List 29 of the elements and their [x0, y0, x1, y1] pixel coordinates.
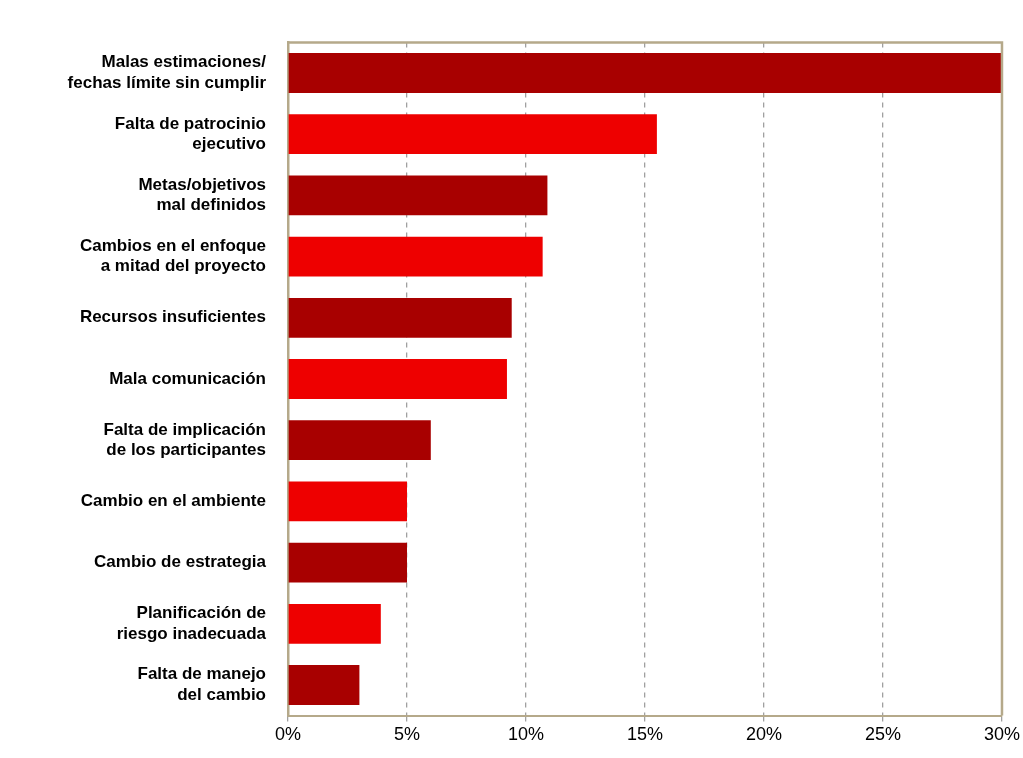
- bar: [288, 297, 512, 338]
- y-tick-label: Mala comunicación: [109, 368, 266, 388]
- x-tick-label: 5%: [393, 724, 421, 745]
- y-tick-label: Cambio de estrategia: [94, 552, 267, 572]
- bar: [288, 175, 548, 216]
- bar: [288, 114, 657, 155]
- y-tick-label: Falta de patrocinio ejecutivo: [114, 113, 266, 154]
- y-tick-label: Falta de manejo del cambio: [137, 664, 266, 704]
- bar: [288, 665, 360, 705]
- y-tick-label: Falta de implicación de los participantes: [103, 419, 266, 460]
- bar: [288, 603, 381, 644]
- y-tick-label: Malas estimaciones/ fechas límite sin cumplir: [67, 52, 267, 92]
- x-tick-label: 10%: [507, 724, 545, 745]
- y-tick-label: Cambios en el enfoque a mitad del proyecto: [79, 236, 266, 276]
- bar: [288, 542, 407, 583]
- y-tick-label: Cambio en el ambiente: [80, 491, 266, 511]
- bar: [288, 420, 431, 461]
- x-tick-label: 0%: [274, 724, 302, 745]
- x-tick-label: 20%: [745, 724, 783, 745]
- bar: [288, 53, 1002, 93]
- bar: [288, 236, 543, 277]
- bar: [288, 359, 507, 399]
- y-tick-label: Recursos insuficientes: [79, 307, 266, 327]
- y-tick-label: Planificación de riesgo inadecuada: [116, 603, 267, 643]
- bar: [288, 481, 407, 522]
- x-tick-label: 15%: [626, 724, 664, 745]
- x-tick-label: 30%: [983, 724, 1020, 745]
- x-tick-label: 25%: [864, 724, 901, 745]
- y-tick-label: Metas/objetivos mal definidos: [138, 174, 266, 215]
